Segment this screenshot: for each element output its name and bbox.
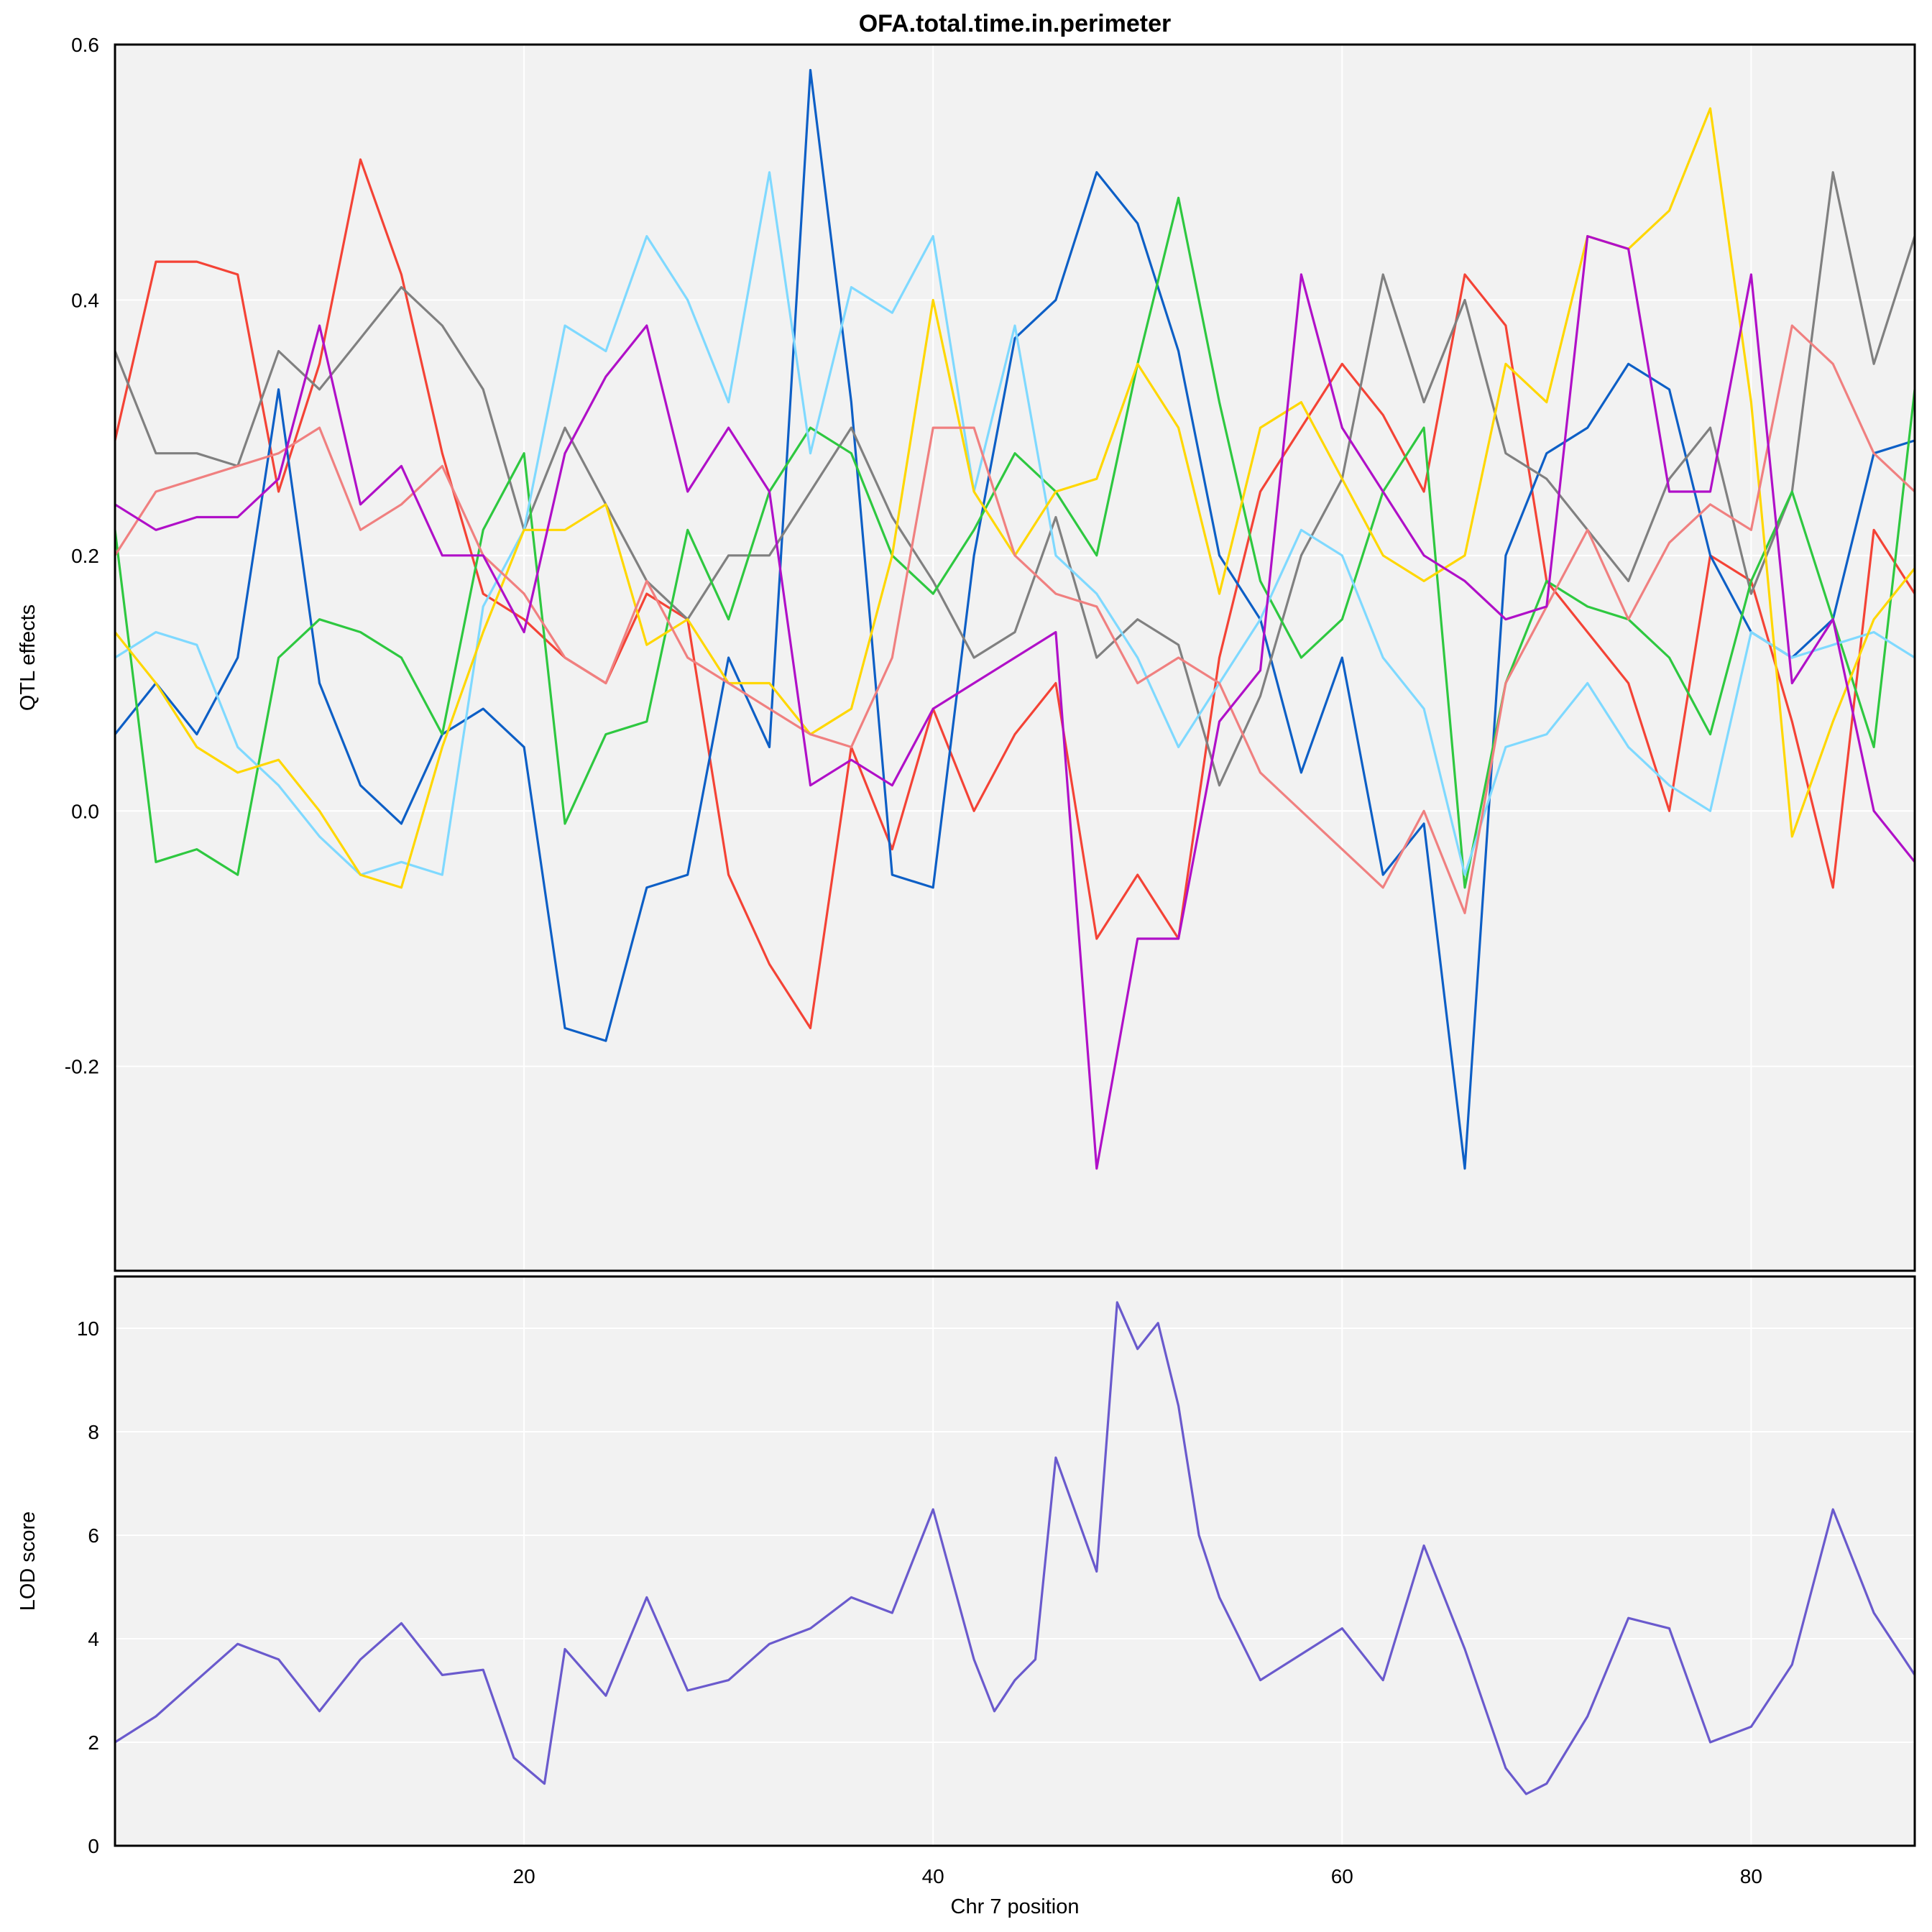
lod-panel: 0 2 4 6 8 10 20 40 60 80 LOD score Chr 7 positio… <box>17 1275 1916 1918</box>
x-axis-title: Chr 7 position <box>951 1895 1080 1918</box>
series-line-green <box>114 196 1916 889</box>
x-tick-label: 80 <box>1740 1865 1762 1887</box>
x-tick-label: 60 <box>1331 1865 1353 1887</box>
lod-y-tick-label: 6 <box>88 1524 99 1547</box>
lod-y-ticks: 0 2 4 6 8 10 <box>77 1317 99 1857</box>
effects-panel: 0.6 0.4 0.2 0.0 -0.2 QTL effects <box>17 34 1916 1272</box>
effects-panel-frame <box>114 43 1916 1272</box>
lod-panel-frame <box>114 1275 1916 1847</box>
lod-y-axis-title: LOD score <box>17 1512 40 1611</box>
effects-y-ticks: 0.6 0.4 0.2 0.0 -0.2 <box>65 34 99 1078</box>
lod-y-tick-label: 10 <box>77 1317 99 1340</box>
series-line-light-blue <box>114 171 1915 876</box>
x-tick-label: 20 <box>513 1865 535 1887</box>
lod-x-ticks: 20 40 60 80 <box>513 1865 1762 1887</box>
lod-series-group <box>114 1301 1916 1795</box>
series-line-red <box>114 158 1916 1030</box>
lod-y-tick-label: 2 <box>88 1731 99 1754</box>
lod-y-tick-label: 4 <box>88 1628 99 1650</box>
lod-y-tick-label: 0 <box>88 1835 99 1857</box>
effects-y-tick-label: 0.4 <box>71 289 99 311</box>
series-line-dark-blue <box>114 68 1915 1170</box>
chart-title: OFA.total.time.in.perimeter <box>859 10 1172 37</box>
effects-y-tick-label: -0.2 <box>65 1056 99 1078</box>
effects-series-group <box>114 68 1916 1170</box>
effects-y-axis-title: QTL effects <box>17 604 40 711</box>
x-tick-label: 40 <box>922 1865 944 1887</box>
effects-y-tick-label: 0.2 <box>71 545 99 567</box>
series-line-gray <box>114 171 1916 787</box>
series-line-purple <box>114 235 1916 1170</box>
effects-y-tick-label: 0.0 <box>71 800 99 822</box>
lod-panel-background <box>115 1276 1915 1846</box>
lod-y-tick-label: 8 <box>88 1421 99 1443</box>
series-line-salmon <box>114 324 1916 915</box>
effects-y-tick-label: 0.6 <box>71 34 99 56</box>
series-line-LOD <box>114 1301 1916 1795</box>
